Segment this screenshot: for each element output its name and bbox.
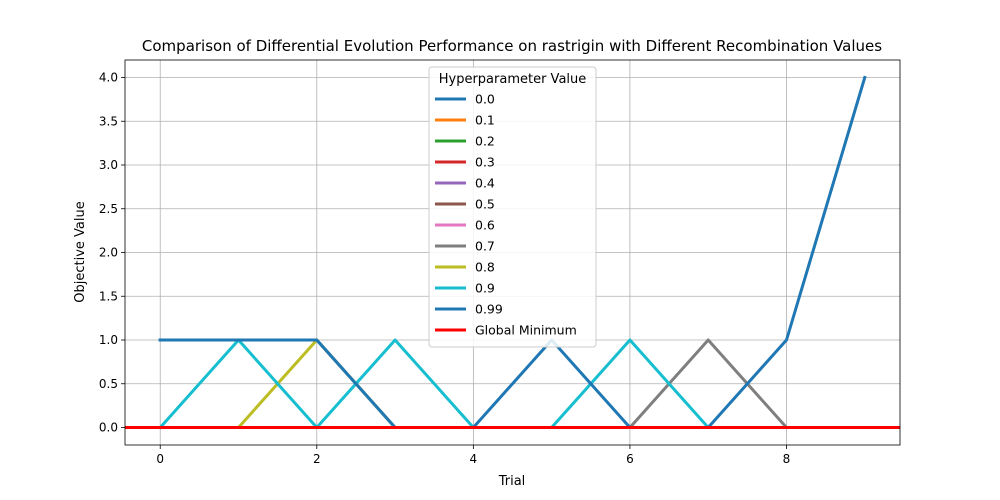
x-axis-label: Trial [498,474,526,489]
legend-label: 0.7 [475,239,495,254]
series-line-0-99 [158,75,867,429]
legend-label: 0.9 [475,281,495,296]
x-tick-label: 6 [626,452,634,466]
y-tick-label: 3.5 [99,114,118,128]
legend-label: 0.3 [475,155,495,170]
x-tick-label: 2 [313,452,321,466]
legend-label: 0.0 [475,92,495,107]
legend-label: 0.4 [475,176,495,191]
legend-label: 0.2 [475,134,495,149]
y-tick-label: 0.5 [99,377,118,391]
legend-label: 0.6 [475,218,495,233]
x-tick-label: 4 [470,452,478,466]
legend-label: 0.8 [475,260,495,275]
legend-label: Global Minimum [475,323,577,338]
legend-title: Hyperparameter Value [439,72,587,87]
y-tick-label: 1.0 [99,333,118,347]
chart-title: Comparison of Differential Evolution Per… [142,37,882,55]
y-tick-label: 2.0 [99,246,118,260]
legend-label: 0.5 [475,197,495,212]
y-tick-label: 1.5 [99,289,118,303]
y-tick-label: 3.0 [99,158,118,172]
y-tick-label: 2.5 [99,202,118,216]
legend: Hyperparameter Value 0.0 0.1 0.2 0.3 0.4 0.5 0.… [428,66,597,348]
axis-ticks: 0 2 4 6 8 0.0 0.5 1.0 1.5 2.0 2.5 3.0 3.5 4.0 [99,71,790,467]
legend-box [428,66,597,348]
y-axis-label: Objective Value [73,201,88,302]
x-tick-label: 8 [783,452,791,466]
series-lines [125,75,900,430]
y-tick-label: 0.0 [99,421,118,435]
legend-label: 0.1 [475,113,495,128]
x-tick-label: 0 [156,452,164,466]
legend-label: 0.99 [475,302,503,317]
y-tick-label: 4.0 [99,71,118,85]
